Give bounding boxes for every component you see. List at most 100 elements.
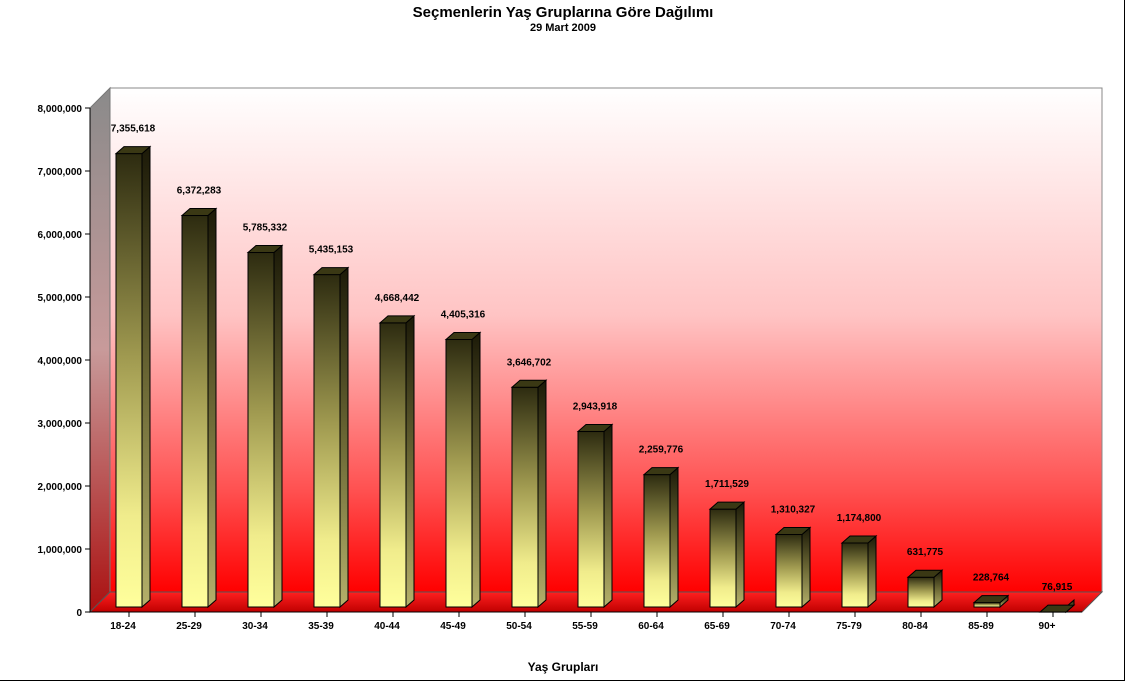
y-tick-label: 5,000,000 xyxy=(38,293,83,304)
data-label: 76,915 xyxy=(1042,582,1073,593)
x-axis: 18-24 25-29 30-34 35-39 40-44 45-49 50-54 55-59… xyxy=(90,611,1082,632)
data-label: 3,646,702 xyxy=(507,357,552,368)
data-label: 631,775 xyxy=(907,547,944,558)
bar-top xyxy=(708,501,746,510)
bar xyxy=(775,533,803,608)
bar-side xyxy=(537,379,547,609)
data-label: 2,943,918 xyxy=(573,402,618,413)
side-wall xyxy=(89,86,111,614)
bar-side xyxy=(801,526,811,609)
x-tick-label: 55-59 xyxy=(572,621,598,632)
bar-side xyxy=(735,501,745,609)
bar-side xyxy=(471,331,481,609)
y-tick-label: 3,000,000 xyxy=(38,419,83,430)
bar-side xyxy=(141,145,151,609)
bar-top xyxy=(972,595,1010,604)
x-tick-label: 50-54 xyxy=(506,621,532,632)
bar-top xyxy=(774,526,812,535)
bar-group: 2,943,918 xyxy=(573,402,618,609)
x-tick-label: 65-69 xyxy=(704,621,730,632)
x-tick-label: 30-34 xyxy=(242,621,268,632)
bar xyxy=(709,508,737,608)
bar-group: 4,405,316 xyxy=(441,309,486,609)
bar xyxy=(841,542,869,608)
bar-top xyxy=(180,208,218,217)
x-tick-label: 80-84 xyxy=(902,621,928,632)
bars-group: 7,355,618 6,372,283 5,785,332 5,435,153 4,66… xyxy=(111,124,1076,614)
bar-top xyxy=(378,315,416,324)
bar-top xyxy=(906,569,944,578)
y-tick-label: 7,000,000 xyxy=(38,167,83,178)
bar-side xyxy=(405,314,415,609)
x-tick-label: 90+ xyxy=(1039,621,1056,632)
bar-group: 4,668,442 xyxy=(375,293,420,609)
data-label: 1,310,327 xyxy=(771,504,816,515)
bar-side xyxy=(339,266,349,609)
bar-group: 5,435,153 xyxy=(309,245,354,609)
data-label: 1,711,529 xyxy=(705,479,749,490)
y-tick-label: 1,000,000 xyxy=(38,545,83,556)
bar xyxy=(643,474,671,608)
bar xyxy=(973,602,1001,608)
y-axis: 0 1,000,000 2,000,000 3,000,000 4,000,000 5,0… xyxy=(38,104,91,619)
x-axis-label: Yaş Grupları xyxy=(527,660,599,674)
bar-top xyxy=(840,535,878,544)
bar xyxy=(577,431,605,608)
y-tick-label: 4,000,000 xyxy=(38,356,83,367)
bar-group: 2,259,776 xyxy=(639,445,684,609)
bar-group: 1,174,800 xyxy=(837,513,882,609)
bar-side xyxy=(669,466,679,609)
data-label: 4,405,316 xyxy=(441,309,486,320)
x-tick-label: 40-44 xyxy=(374,621,400,632)
bar-group: 76,915 xyxy=(1038,582,1076,614)
bar-top xyxy=(510,379,548,388)
x-tick-label: 25-29 xyxy=(176,621,202,632)
data-label: 4,668,442 xyxy=(375,293,420,304)
x-tick-label: 18-24 xyxy=(110,621,136,632)
chart-title: Seçmenlerin Yaş Gruplarına Göre Dağılımı xyxy=(412,4,714,21)
bar-top xyxy=(114,146,152,155)
bar-group: 1,310,327 xyxy=(771,504,816,609)
bar-group: 6,372,283 xyxy=(177,186,222,609)
bar-top xyxy=(576,424,614,433)
y-tick-label: 2,000,000 xyxy=(38,482,83,493)
bar xyxy=(445,338,473,608)
x-tick-label: 60-64 xyxy=(638,621,664,632)
bar-group: 1,711,529 xyxy=(705,479,749,609)
bar xyxy=(247,252,275,608)
data-label: 6,372,283 xyxy=(177,186,222,197)
y-tick-label: 6,000,000 xyxy=(38,230,83,241)
bar-group: 3,646,702 xyxy=(507,357,552,609)
x-tick-label: 45-49 xyxy=(440,621,466,632)
data-label: 5,435,153 xyxy=(309,245,354,256)
bar-group: 7,355,618 xyxy=(111,124,156,609)
x-tick-label: 70-74 xyxy=(770,621,796,632)
bar-top xyxy=(444,331,482,340)
bar-side xyxy=(207,207,217,609)
bar-top xyxy=(246,245,284,254)
data-label: 1,174,800 xyxy=(837,513,882,524)
x-tick-label: 35-39 xyxy=(308,621,334,632)
bar xyxy=(115,153,143,608)
bar xyxy=(181,215,209,608)
bar xyxy=(313,274,341,608)
bar-top xyxy=(312,267,350,276)
data-label: 2,259,776 xyxy=(639,445,684,456)
y-tick-label: 8,000,000 xyxy=(38,104,83,115)
bar-side xyxy=(603,423,613,609)
bar xyxy=(907,576,935,608)
bar-side xyxy=(273,244,283,609)
bar-top xyxy=(642,467,680,476)
bar xyxy=(379,322,407,608)
bar-group: 228,764 xyxy=(972,573,1010,609)
x-tick-label: 85-89 xyxy=(968,621,994,632)
y-tick-label: 0 xyxy=(76,608,82,619)
x-tick-label: 75-79 xyxy=(836,621,862,632)
data-label: 228,764 xyxy=(973,573,1010,584)
data-label: 7,355,618 xyxy=(111,124,156,135)
bar-group: 5,785,332 xyxy=(243,223,288,609)
bar-group: 631,775 xyxy=(906,547,944,609)
chart-subtitle: 29 Mart 2009 xyxy=(529,22,597,34)
